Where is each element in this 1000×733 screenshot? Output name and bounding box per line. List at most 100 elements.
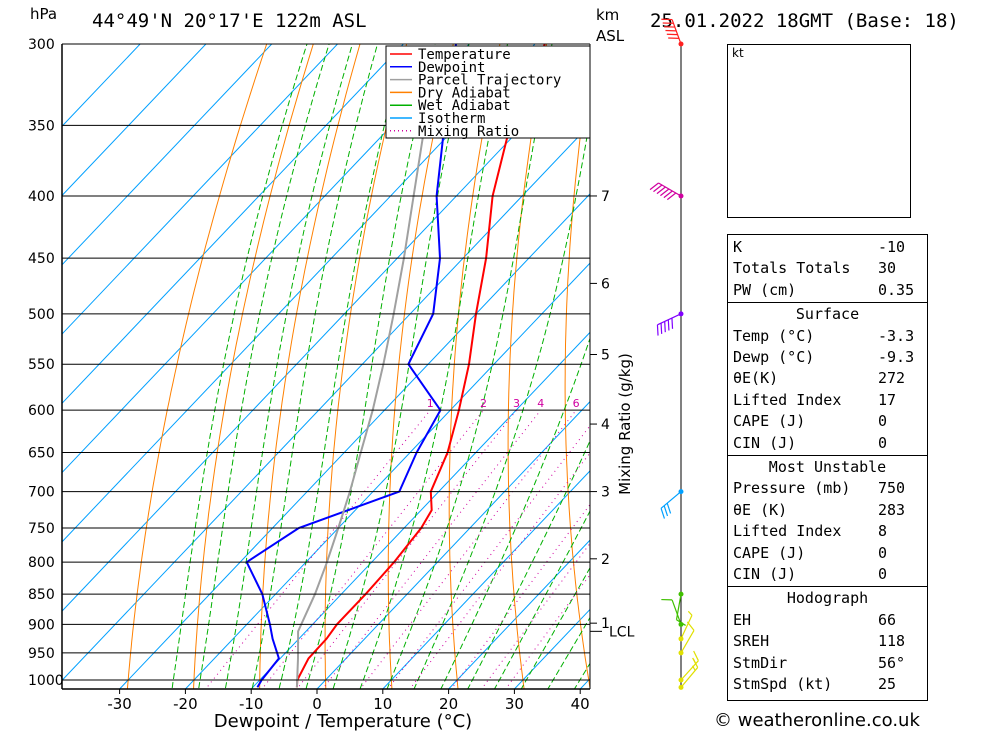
index-row: Pressure (mb) 750 xyxy=(733,478,921,498)
height-tick-label: 1 xyxy=(601,616,610,632)
index-value: 0 xyxy=(878,412,888,431)
mixing-ratio-axis-label: Mixing Ratio (g/kg) xyxy=(616,353,634,495)
height-tick-label: 6 xyxy=(601,276,610,292)
dry-adiabat-line xyxy=(193,44,314,689)
index-row: PW (cm) 0.35 xyxy=(733,280,921,300)
legend-label: Dewpoint xyxy=(418,60,485,76)
x-tick-label: -20 xyxy=(173,695,198,713)
mixing-ratio-line xyxy=(387,425,590,689)
dry-adiabat-line xyxy=(965,8,1000,706)
index-row: θE(K) 272 xyxy=(733,368,921,388)
index-label: θE (K) xyxy=(733,500,788,519)
index-row: Dewp (°C) -9.3 xyxy=(733,347,921,367)
dry-adiabat-line xyxy=(259,44,361,689)
legend-label: Parcel Trajectory xyxy=(418,73,561,89)
isotherm-line xyxy=(250,331,590,689)
wind-barb-flag xyxy=(653,184,663,193)
wind-barb-shaft xyxy=(680,614,693,640)
index-row: CAPE (J) 0 xyxy=(733,411,921,431)
wet-adiabat-line xyxy=(224,44,353,689)
index-label: Pressure (mb) xyxy=(733,479,851,498)
pressure-unit-label: hPa xyxy=(30,5,58,23)
wet-adiabat-line xyxy=(332,44,470,689)
dry-adiabat-line xyxy=(507,44,548,689)
index-row: StmDir 56° xyxy=(733,653,921,673)
wind-barb-flag xyxy=(663,190,673,199)
wet-adiabat-line xyxy=(386,44,553,689)
x-tick-label: -30 xyxy=(107,695,132,713)
x-tick-label: 0 xyxy=(312,695,322,713)
index-row: Totals Totals 30 xyxy=(733,258,921,278)
isotherm-line xyxy=(382,470,590,689)
wind-barb-shaft xyxy=(660,491,682,509)
dry-adiabat-line xyxy=(324,44,408,689)
isotherm-line xyxy=(447,539,590,689)
index-label: CIN (J) xyxy=(733,433,797,452)
isotherm-line xyxy=(62,123,590,682)
index-value: 0.35 xyxy=(878,280,915,299)
pressure-tick-label: 550 xyxy=(28,357,55,373)
height-tick-label: 2 xyxy=(601,552,610,568)
index-label: CAPE (J) xyxy=(733,543,806,562)
panel-divider xyxy=(728,586,927,588)
index-row: EH 66 xyxy=(733,610,921,630)
legend-label: Dry Adiabat xyxy=(418,85,511,101)
index-value: 118 xyxy=(878,632,906,651)
wet-adiabat-line xyxy=(305,44,436,689)
height-tick-label: 3 xyxy=(601,485,610,501)
index-value: 0 xyxy=(878,433,888,452)
mixing-ratio-label: 1 xyxy=(427,397,434,410)
mixing-ratio-line xyxy=(322,409,542,689)
index-value: 0 xyxy=(878,565,888,583)
wet-adiabat-line xyxy=(251,44,379,689)
index-label: θE(K) xyxy=(733,369,779,388)
mixing-ratio-label: 6 xyxy=(573,397,580,410)
height-tick-label: 5 xyxy=(601,347,610,363)
x-tick-label: 30 xyxy=(505,695,524,713)
legend-label: Mixing Ratio xyxy=(418,124,519,140)
index-label: StmSpd (kt) xyxy=(733,675,833,693)
stability-indices-panel: K -10 Totals Totals 30 PW (cm) 0.35 Surface Tem… xyxy=(727,234,928,701)
index-value: 0 xyxy=(878,543,888,562)
mixing-ratio-line xyxy=(359,409,577,689)
index-label: K xyxy=(733,238,743,256)
mixing-ratio-label: 4 xyxy=(537,397,544,410)
wind-barb-shaft xyxy=(657,313,682,326)
index-label: Dewp (°C) xyxy=(733,348,815,366)
index-row: StmSpd (kt) 25 xyxy=(733,674,921,694)
wind-barb-half xyxy=(692,658,697,664)
pressure-tick-label: 700 xyxy=(28,485,55,501)
isotherm-line xyxy=(184,262,590,689)
section-title: Surface xyxy=(795,305,860,324)
series-temperature xyxy=(295,44,546,688)
pressure-tick-label: 650 xyxy=(28,445,55,461)
pressure-tick-label: 900 xyxy=(28,617,55,633)
pressure-tick-label: 450 xyxy=(28,251,55,267)
wind-barb-flag xyxy=(656,186,666,195)
location-title: 44°49'N 20°17'E 122m ASL xyxy=(92,10,367,32)
pressure-tick-label: 750 xyxy=(28,521,55,537)
index-row: CIN (J) 0 xyxy=(733,564,921,584)
hodograph-panel: kt xyxy=(727,44,911,218)
height-unit-km: km xyxy=(596,6,620,24)
x-tick-label: 40 xyxy=(571,695,590,713)
pressure-tick-label: 850 xyxy=(28,587,55,603)
legend-label: Temperature xyxy=(418,47,511,63)
wind-barb-flag xyxy=(649,182,659,191)
dry-adiabat-line xyxy=(448,44,501,689)
index-row: CAPE (J) 0 xyxy=(733,543,921,563)
isotherm-line xyxy=(62,44,339,335)
wind-barb-flag xyxy=(660,323,663,334)
index-row: SREH 118 xyxy=(733,631,921,651)
x-tick-label: -10 xyxy=(239,695,264,713)
isotherm-line xyxy=(316,400,590,689)
isotherm-line xyxy=(62,44,273,266)
wind-barb-half xyxy=(687,610,693,616)
index-label: CAPE (J) xyxy=(733,412,806,431)
pressure-tick-label: 1000 xyxy=(28,673,64,689)
isotherm-line xyxy=(62,44,405,405)
wind-barb-shaft xyxy=(671,599,682,625)
index-label: CIN (J) xyxy=(733,565,797,583)
